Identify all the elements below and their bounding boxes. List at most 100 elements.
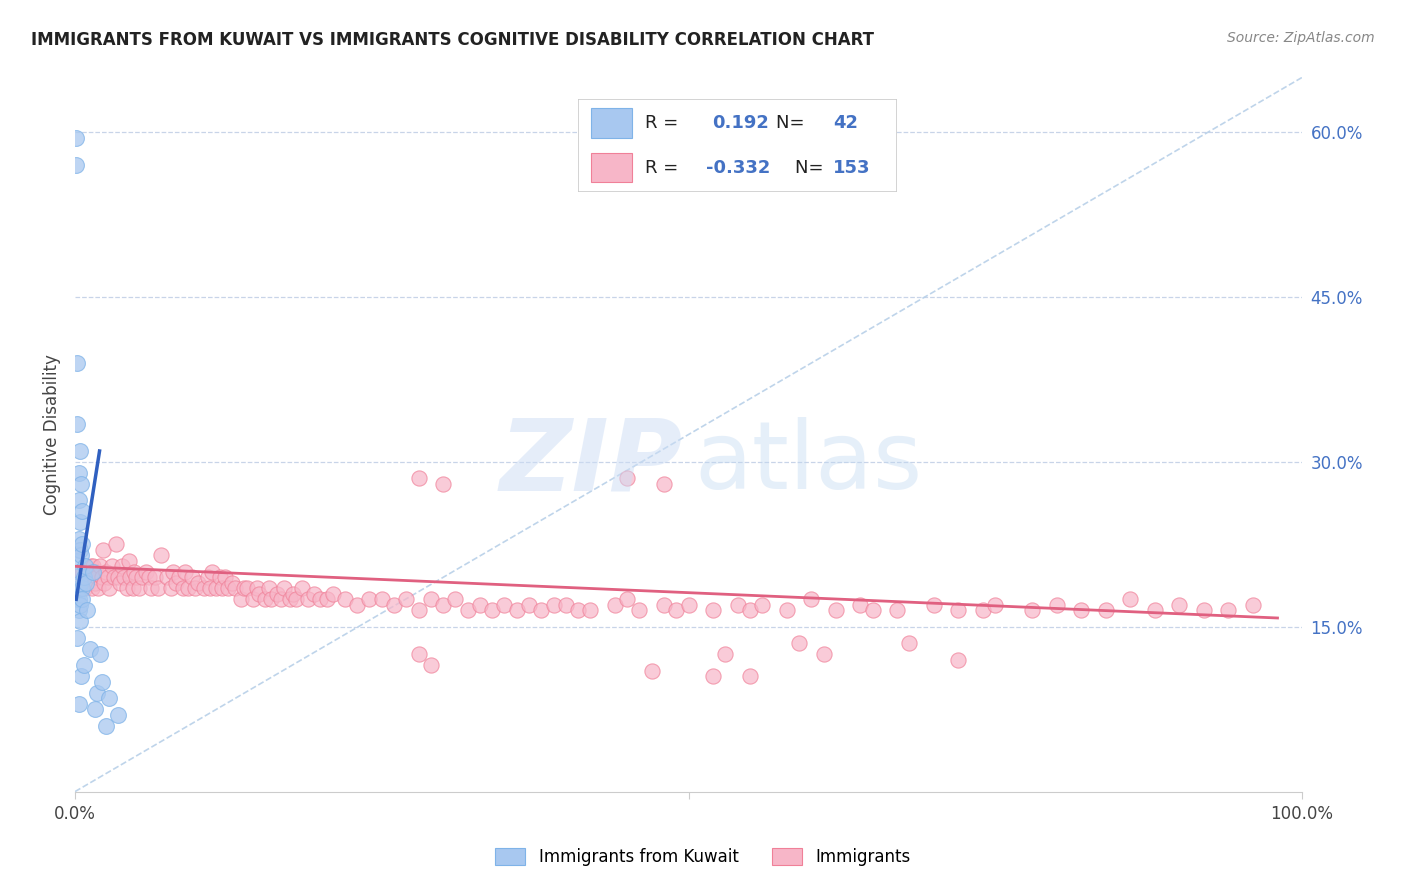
Point xyxy=(86,686,108,700)
Point xyxy=(506,603,529,617)
Point xyxy=(122,565,145,579)
Point xyxy=(184,582,207,596)
Point xyxy=(371,592,394,607)
Point xyxy=(242,592,264,607)
Point xyxy=(67,603,90,617)
Point xyxy=(69,570,91,584)
Point xyxy=(273,582,295,596)
Point xyxy=(169,570,191,584)
Text: atlas: atlas xyxy=(695,417,922,509)
Point xyxy=(457,603,479,617)
Point xyxy=(131,570,153,584)
Point xyxy=(72,570,94,584)
Point xyxy=(72,570,94,584)
Point xyxy=(322,587,344,601)
Point xyxy=(408,647,430,661)
Point xyxy=(291,582,314,596)
Point xyxy=(1168,598,1191,612)
Point xyxy=(616,592,638,607)
Point xyxy=(98,582,121,596)
Point xyxy=(738,603,761,617)
Point xyxy=(247,587,270,601)
Point xyxy=(82,582,104,596)
Point xyxy=(72,658,94,673)
Point xyxy=(174,565,197,579)
Point xyxy=(121,582,143,596)
Point xyxy=(86,570,108,584)
Point xyxy=(727,598,749,612)
Point xyxy=(382,598,405,612)
Point xyxy=(87,582,110,596)
Point xyxy=(111,559,134,574)
Point xyxy=(652,477,675,491)
Point xyxy=(419,592,441,607)
Point xyxy=(304,587,326,601)
Point xyxy=(67,532,90,546)
Point xyxy=(260,592,283,607)
Point xyxy=(72,582,94,596)
Point xyxy=(91,542,114,557)
Point xyxy=(138,570,160,584)
Point xyxy=(1021,603,1043,617)
Point xyxy=(408,471,430,485)
Point xyxy=(75,570,97,584)
Point xyxy=(72,504,94,518)
Point xyxy=(948,603,970,617)
Point xyxy=(76,565,98,579)
Point xyxy=(103,570,125,584)
Point xyxy=(346,598,368,612)
Point xyxy=(66,592,89,607)
Point xyxy=(93,575,115,590)
Point xyxy=(115,582,138,596)
Point xyxy=(214,570,236,584)
Point xyxy=(201,565,224,579)
Point xyxy=(156,570,179,584)
Point xyxy=(76,603,98,617)
Point xyxy=(159,582,181,596)
Point xyxy=(172,582,194,596)
Point xyxy=(66,417,89,431)
Point xyxy=(665,603,688,617)
Point xyxy=(702,603,724,617)
Point xyxy=(77,575,100,590)
Point xyxy=(187,575,209,590)
Point xyxy=(776,603,799,617)
Point xyxy=(408,603,430,617)
Point xyxy=(70,477,93,491)
Point xyxy=(75,575,97,590)
Point xyxy=(922,598,945,612)
Point xyxy=(628,603,651,617)
Point xyxy=(1046,598,1069,612)
Point xyxy=(101,559,124,574)
Text: IMMIGRANTS FROM KUWAIT VS IMMIGRANTS COGNITIVE DISABILITY CORRELATION CHART: IMMIGRANTS FROM KUWAIT VS IMMIGRANTS COG… xyxy=(31,31,875,49)
Point xyxy=(567,603,589,617)
Point xyxy=(898,636,921,650)
Point xyxy=(297,592,319,607)
Point xyxy=(257,582,280,596)
Point xyxy=(1070,603,1092,617)
Point xyxy=(89,647,111,661)
Point xyxy=(69,598,91,612)
Point xyxy=(1143,603,1166,617)
Point xyxy=(70,549,93,563)
Point xyxy=(787,636,810,650)
Point xyxy=(395,592,418,607)
Point xyxy=(84,565,107,579)
Point xyxy=(359,592,381,607)
Point xyxy=(236,582,259,596)
Text: ZIP: ZIP xyxy=(499,415,682,512)
Point xyxy=(67,565,90,579)
Point xyxy=(205,582,228,596)
Point xyxy=(315,592,337,607)
Point xyxy=(67,582,90,596)
Point xyxy=(83,575,105,590)
Point xyxy=(266,587,288,601)
Point xyxy=(517,598,540,612)
Point xyxy=(162,565,184,579)
Point xyxy=(66,554,89,568)
Point xyxy=(112,570,135,584)
Point xyxy=(67,493,90,508)
Point xyxy=(984,598,1007,612)
Point xyxy=(229,592,252,607)
Point xyxy=(211,582,233,596)
